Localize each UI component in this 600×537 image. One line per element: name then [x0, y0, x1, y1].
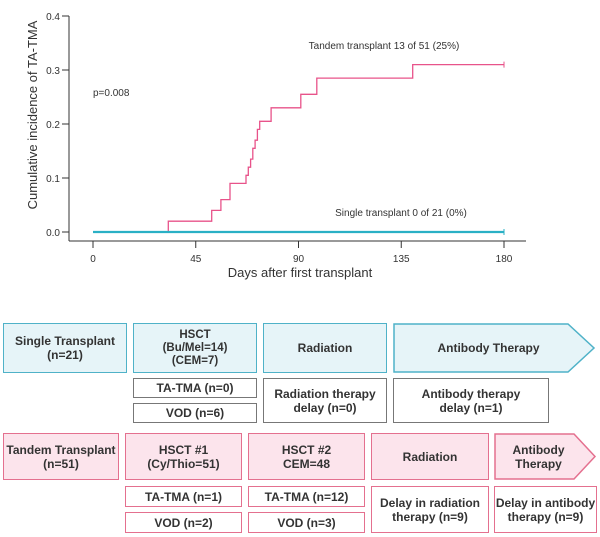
single-antibody-label: Antibody Therapy — [437, 341, 540, 355]
single-transplant-box: Single Transplant (n=21) — [3, 323, 127, 373]
x-tick-label: 0 — [90, 254, 96, 265]
y-tick-label: 0.0 — [46, 228, 60, 239]
single-vod-box: VOD (n=6) — [133, 403, 257, 423]
y-tick-label: 0.3 — [46, 66, 60, 77]
labels-group: Days after first transplant Cumulative in… — [25, 20, 467, 280]
single-series-label: Single transplant 0 of 21 (0%) — [335, 208, 467, 219]
x-tick-label: 180 — [496, 254, 513, 265]
tandem-hsct2-box: HSCT #2 CEM=48 — [248, 433, 365, 480]
tandem-vod2-box: VOD (n=3) — [248, 512, 365, 533]
single-radiation-delay-box: Radiation therapy delay (n=0) — [263, 378, 387, 423]
single-hsct-box: HSCT (Bu/Mel=14) (CEM=7) — [133, 323, 257, 373]
single-tatma-box: TA-TMA (n=0) — [133, 378, 257, 398]
series-group — [93, 61, 505, 235]
x-axis-title: Days after first transplant — [228, 265, 373, 280]
y-tick-label: 0.1 — [46, 174, 60, 185]
y-tick-label: 0.2 — [46, 120, 60, 131]
y-axis-title: Cumulative incidence of TA-TMA — [25, 20, 40, 209]
single-radiation-box: Radiation — [263, 323, 387, 373]
tandem-transplant-box: Tandem Transplant (n=51) — [3, 433, 119, 480]
tandem-tatma1-box: TA-TMA (n=1) — [125, 486, 242, 507]
tandem-tatma2-box: TA-TMA (n=12) — [248, 486, 365, 507]
tandem-antibody-arrow: Antibody Therapy — [494, 433, 597, 480]
x-tick-label: 45 — [190, 254, 202, 265]
single-antibody-arrow: Antibody Therapy — [393, 323, 596, 373]
tandem-series-line — [93, 63, 504, 233]
cumulative-incidence-chart: 0.0 0.1 0.2 0.3 0.4 0 45 90 135 180 Days after fi… — [25, 12, 526, 280]
tandem-antibody-label: Antibody Therapy — [512, 442, 565, 471]
y-tick-label: 0.4 — [46, 12, 60, 23]
tandem-antibody-delay-box: Delay in antibody therapy (n=9) — [494, 486, 597, 533]
tandem-radiation-box: Radiation — [371, 433, 489, 480]
tandem-vod1-box: VOD (n=2) — [125, 512, 242, 533]
single-antibody-delay-box: Antibody therapy delay (n=1) — [393, 378, 549, 423]
tandem-hsct1-box: HSCT #1 (Cy/Thio=51) — [125, 433, 242, 480]
axes: 0.0 0.1 0.2 0.3 0.4 0 45 90 135 180 — [46, 12, 526, 265]
x-tick-label: 135 — [393, 254, 410, 265]
tandem-series-label: Tandem transplant 13 of 51 (25%) — [309, 41, 460, 52]
tandem-radiation-delay-box: Delay in radiation therapy (n=9) — [371, 486, 489, 533]
p-value-label: p=0.008 — [93, 88, 130, 99]
x-tick-label: 90 — [293, 254, 305, 265]
